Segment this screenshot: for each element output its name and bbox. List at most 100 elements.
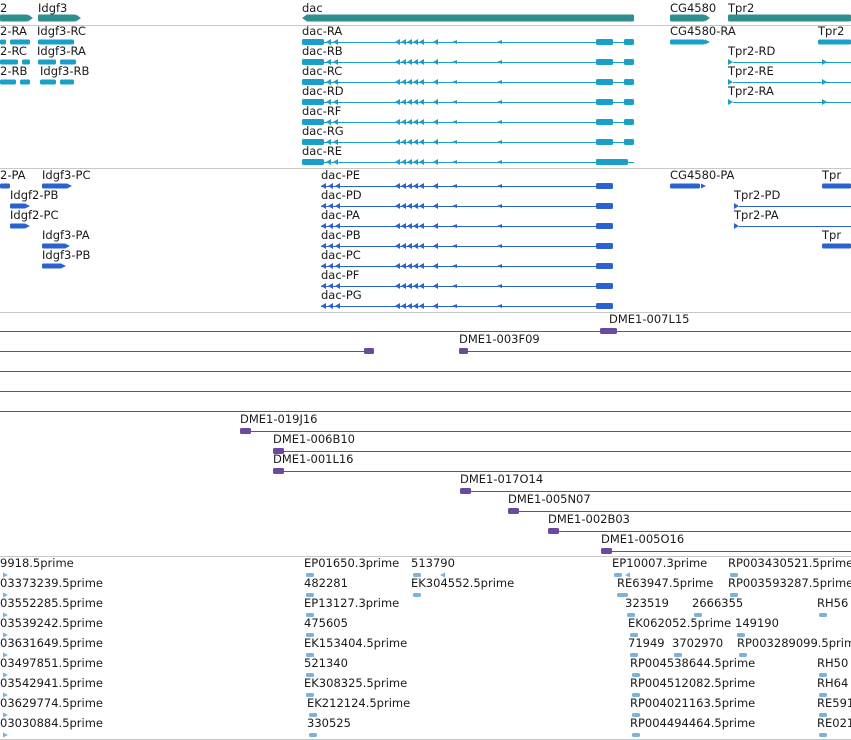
- transcript-label[interactable]: dac-RG: [302, 124, 344, 138]
- est-label[interactable]: 03542941.5prime: [0, 676, 104, 690]
- est-label[interactable]: 03030884.5prime: [0, 716, 104, 730]
- est-label[interactable]: 3702970: [672, 636, 724, 650]
- gene-label[interactable]: Idgf3: [38, 1, 68, 15]
- gene-label[interactable]: CG4580: [670, 1, 717, 15]
- strand-arrow-left-icon: [497, 40, 502, 44]
- protein-label[interactable]: Idgf3-PB: [42, 248, 91, 262]
- est-label[interactable]: RP004021163.5prime: [630, 696, 756, 710]
- transcript-label[interactable]: dac-RF: [302, 104, 342, 118]
- est-label[interactable]: 71949: [628, 636, 665, 650]
- est-label[interactable]: RH64: [817, 676, 849, 690]
- est-label[interactable]: 521340: [304, 656, 348, 670]
- est-label[interactable]: 03629774.5prime: [0, 696, 104, 710]
- protein-label[interactable]: dac-PB: [321, 228, 361, 242]
- est-label[interactable]: 03373239.5prime: [0, 576, 104, 590]
- protein-label[interactable]: dac-PC: [321, 248, 361, 262]
- est-block: [819, 733, 827, 737]
- gene-label[interactable]: dac: [302, 1, 323, 15]
- clone-label[interactable]: DME1-003F09: [459, 332, 540, 346]
- transcript-label[interactable]: Idgf3-RB: [40, 64, 90, 78]
- est-label[interactable]: EK304552.5prime: [411, 576, 515, 590]
- protein-label[interactable]: dac-PG: [321, 288, 362, 302]
- transcript-label[interactable]: dac-RB: [302, 44, 343, 58]
- est-label[interactable]: RH50: [817, 656, 849, 670]
- gene-label[interactable]: Tpr2: [728, 1, 755, 15]
- protein-label[interactable]: Tpr2-PD: [734, 188, 781, 202]
- est-label[interactable]: RE63947.5prime: [617, 576, 714, 590]
- est-label[interactable]: RP003593287.5prime: [728, 576, 851, 590]
- est-label[interactable]: 513790: [411, 556, 455, 570]
- clone-label[interactable]: DME1-001L16: [273, 452, 354, 466]
- est-label[interactable]: RE021: [817, 716, 851, 730]
- transcript-label[interactable]: 2-RC: [0, 44, 27, 58]
- gene-label[interactable]: 2: [0, 1, 8, 15]
- transcript-label[interactable]: 2-RA: [0, 24, 27, 38]
- clone-label[interactable]: DME1-006B10: [273, 432, 355, 446]
- strand-arrow-left-icon: [407, 119, 412, 125]
- clone-end: [273, 448, 284, 454]
- est-label[interactable]: 323519: [625, 596, 669, 610]
- protein-label[interactable]: dac-PA: [321, 208, 360, 222]
- strand-arrow-left-icon: [407, 139, 412, 145]
- clone-label[interactable]: DME1-017O14: [460, 472, 544, 486]
- transcript-label[interactable]: Tpr2: [818, 24, 845, 38]
- transcript-label[interactable]: dac-RD: [302, 84, 344, 98]
- est-label[interactable]: 330525: [307, 716, 351, 730]
- protein-label[interactable]: Idgf3-PA: [42, 228, 90, 242]
- est-label[interactable]: 03539242.5prime: [0, 616, 104, 630]
- clone-label[interactable]: DME1-019J16: [240, 412, 318, 426]
- protein-label[interactable]: dac-PF: [321, 268, 360, 282]
- transcript-label[interactable]: dac-RE: [302, 144, 343, 158]
- exon-block: [624, 79, 634, 85]
- transcript-label[interactable]: Tpr2-RA: [728, 84, 774, 98]
- transcript-label[interactable]: dac-RC: [302, 64, 343, 78]
- protein-label[interactable]: Idgf3-PC: [42, 168, 91, 182]
- est-label[interactable]: EK153404.5prime: [304, 636, 408, 650]
- protein-label[interactable]: Idgf2-PC: [10, 208, 59, 222]
- protein-label[interactable]: CG4580-PA: [670, 168, 735, 182]
- clone-label[interactable]: DME1-005N07: [508, 492, 591, 506]
- transcript-label[interactable]: Idgf3-RA: [37, 44, 86, 58]
- est-label[interactable]: 9918.5prime: [0, 556, 74, 570]
- est-label[interactable]: 2666355: [692, 596, 744, 610]
- est-label[interactable]: EP13127.3prime: [304, 596, 400, 610]
- est-label[interactable]: 149190: [735, 616, 779, 630]
- protein-label[interactable]: Tpr2-PA: [734, 208, 779, 222]
- est-label[interactable]: 03552285.5prime: [0, 596, 104, 610]
- transcript-label[interactable]: 2-RB: [0, 64, 28, 78]
- est-label[interactable]: RP003430521.5prime: [728, 556, 851, 570]
- clone-label[interactable]: DME1-005O16: [601, 532, 685, 546]
- est-label[interactable]: 03631649.5prime: [0, 636, 104, 650]
- strand-arrow-left-icon: [497, 100, 502, 104]
- est-label[interactable]: 482281: [304, 576, 348, 590]
- protein-label[interactable]: Tpr: [822, 228, 842, 242]
- est-label[interactable]: EK308325.5prime: [304, 676, 408, 690]
- transcript-label[interactable]: CG4580-RA: [670, 24, 736, 38]
- transcript-label[interactable]: Idgf3-RC: [37, 24, 86, 38]
- transcript-label[interactable]: Tpr2-RE: [728, 64, 774, 78]
- est-label[interactable]: RP004512082.5prime: [630, 676, 756, 690]
- est-label[interactable]: RH56: [817, 596, 849, 610]
- protein-label[interactable]: Idgf2-PB: [10, 188, 59, 202]
- exon-block: [624, 59, 634, 65]
- protein-label[interactable]: dac-PE: [321, 168, 361, 182]
- protein-label[interactable]: Tpr: [822, 168, 842, 182]
- protein-label[interactable]: 2-PA: [0, 168, 26, 182]
- est-label[interactable]: EP01650.3prime: [304, 556, 400, 570]
- transcript-label[interactable]: Tpr2-RD: [728, 44, 776, 58]
- transcript-label[interactable]: dac-RA: [302, 24, 343, 38]
- est-label[interactable]: RE591: [817, 696, 851, 710]
- clone-label[interactable]: DME1-002B03: [548, 512, 630, 526]
- est-label[interactable]: RP004494464.5prime: [630, 716, 756, 730]
- est-label[interactable]: EK062052.5prime: [628, 616, 732, 630]
- strand-arrow-left-icon: [401, 59, 406, 65]
- est-label[interactable]: EP10007.3prime: [612, 556, 708, 570]
- est-label[interactable]: RP004538644.5prime: [630, 656, 756, 670]
- est-label[interactable]: RP003289099.5prime: [737, 636, 851, 650]
- est-label[interactable]: 475605: [304, 616, 348, 630]
- est-label[interactable]: 03497851.5prime: [0, 656, 104, 670]
- clone-label[interactable]: DME1-007L15: [609, 312, 690, 326]
- protein-label[interactable]: dac-PD: [321, 188, 362, 202]
- est-label[interactable]: EK212124.5prime: [307, 696, 411, 710]
- strand-arrow-left-icon: [328, 283, 333, 289]
